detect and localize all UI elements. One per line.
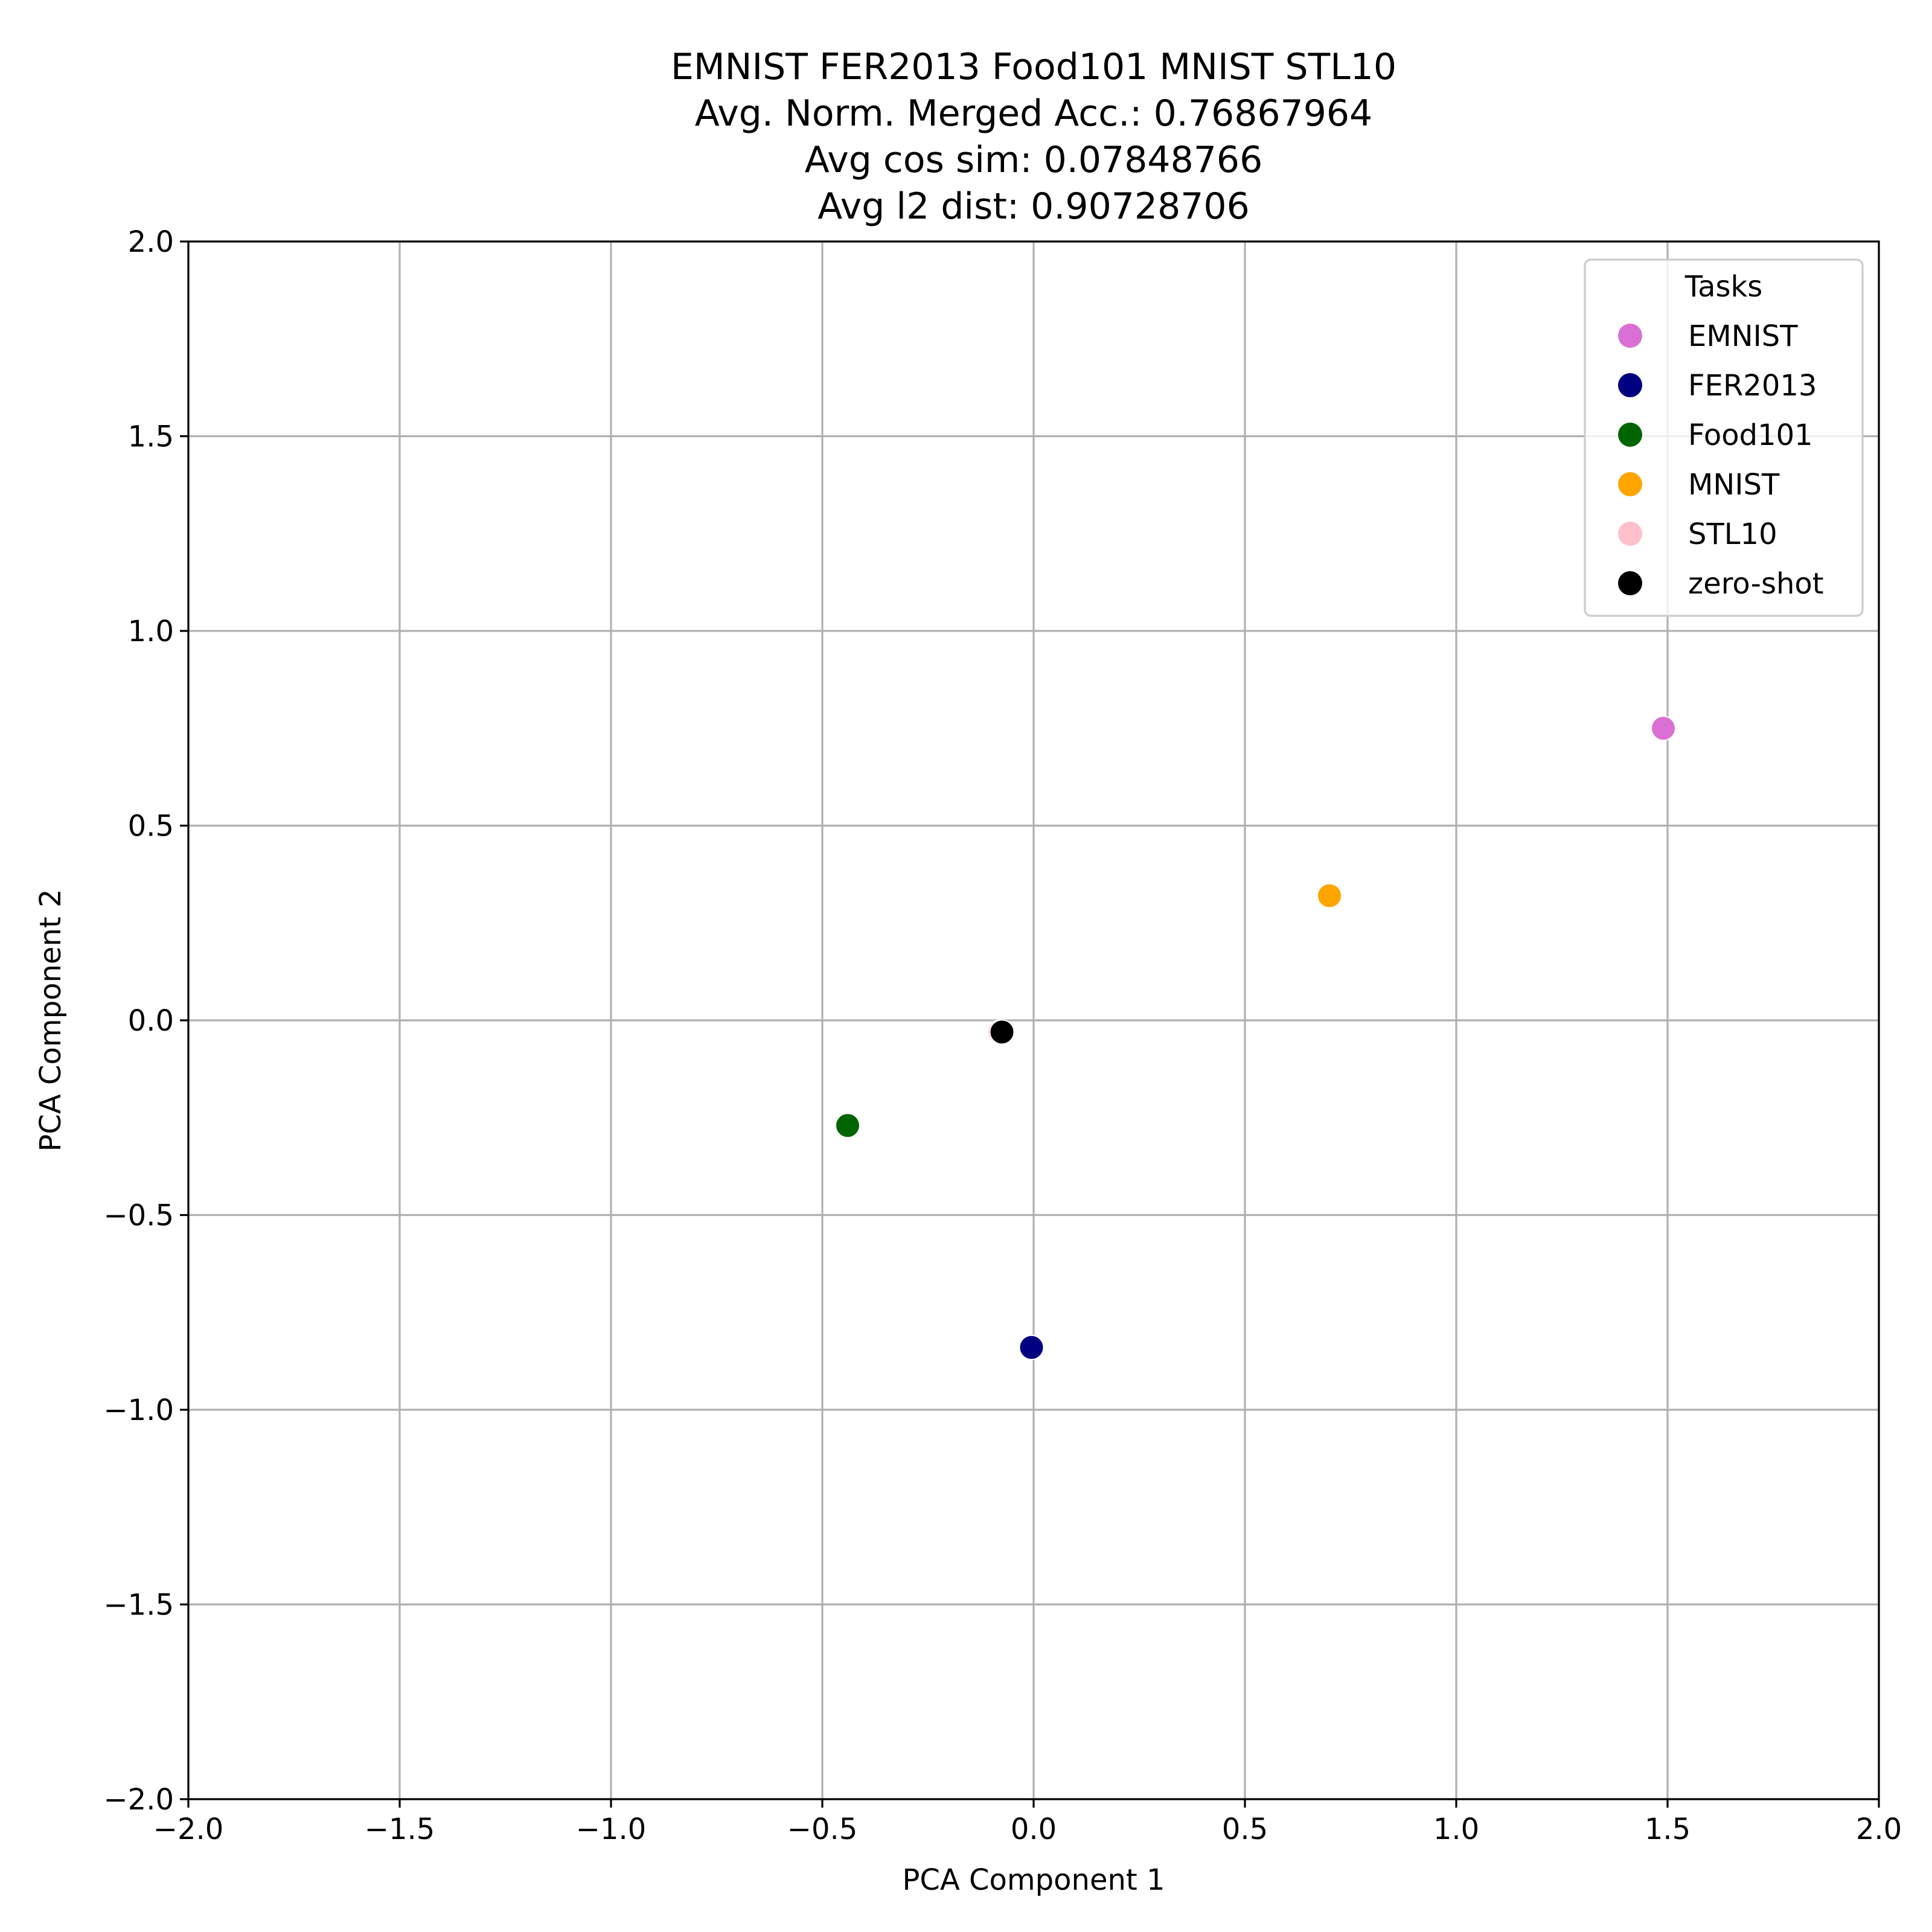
legend-marker-fer2013 [1618,373,1642,397]
legend-marker-zero-shot [1618,571,1642,595]
x-tick-label: 0.5 [1222,1812,1268,1846]
legend-box [1584,258,1864,617]
legend-title: Tasks [1684,270,1763,304]
x-tick-label: −1.0 [576,1812,647,1846]
x-tick-label: 1.0 [1433,1812,1479,1846]
legend-label-food101: Food101 [1688,418,1813,452]
x-tick-label: 2.0 [1856,1812,1902,1846]
legend-label-mnist: MNIST [1688,468,1780,502]
data-point-zero-shot [989,1019,1015,1045]
x-tick-label: −1.5 [365,1812,435,1846]
plot-frame [187,240,1880,1800]
y-tick-label: 1.5 [128,420,174,454]
y-tick-label: 0.5 [128,810,174,843]
chart-title: EMNIST FER2013 Food101 MNIST STL10 Avg. … [671,46,1396,228]
title-line-3: Avg cos sim: 0.07848766 [805,139,1263,181]
x-tick-label: −0.5 [787,1812,858,1846]
legend-marker-stl10 [1618,522,1642,546]
data-points [835,715,1676,1360]
legend-label-emnist: EMNIST [1688,319,1798,353]
y-tick-label: −0.5 [103,1199,174,1233]
y-tick-label: 2.0 [128,225,174,259]
legend-label-zero-shot: zero-shot [1688,567,1824,601]
x-axis-label: PCA Component 1 [902,1863,1165,1897]
x-tick-label: 0.0 [1011,1812,1057,1846]
x-tick-label: −2.0 [153,1812,224,1846]
title-line-2: Avg. Norm. Merged Acc.: 0.76867964 [695,92,1372,135]
y-tick-label: −1.5 [103,1588,174,1622]
data-point-emnist [1651,715,1676,741]
data-point-food101 [835,1113,860,1139]
data-point-fer2013 [1019,1334,1044,1360]
title-line-4: Avg l2 dist: 0.90728706 [817,185,1250,228]
legend-marker-mnist [1618,472,1642,496]
y-tick-label: −2.0 [103,1783,174,1817]
x-tick-label: 1.5 [1645,1812,1690,1846]
legend-marker-emnist [1618,324,1642,348]
y-axis-label: PCA Component 2 [34,889,68,1151]
y-tick-label: 0.0 [128,1004,174,1038]
legend-entries: EMNIST FER2013 Food101 MNIST STL10 zero-shot [1618,319,1824,601]
y-tick-label: 1.0 [128,615,174,648]
data-point-mnist [1317,883,1342,909]
legend-marker-food101 [1618,423,1642,447]
legend: Tasks EMNIST FER2013 Food101 MNIST STL10 zero… [1584,258,1864,617]
title-line-1: EMNIST FER2013 Food101 MNIST STL10 [671,46,1396,88]
legend-label-stl10: STL10 [1688,517,1777,551]
y-tick-label: −1.0 [103,1393,174,1427]
axis-ticks: −2.0 −1.5 −1.0 −0.5 0.0 0.5 1.0 1.5 2.0 −2.0 −1.5 −… [103,225,1902,1846]
legend-label-fer2013: FER2013 [1688,369,1817,403]
